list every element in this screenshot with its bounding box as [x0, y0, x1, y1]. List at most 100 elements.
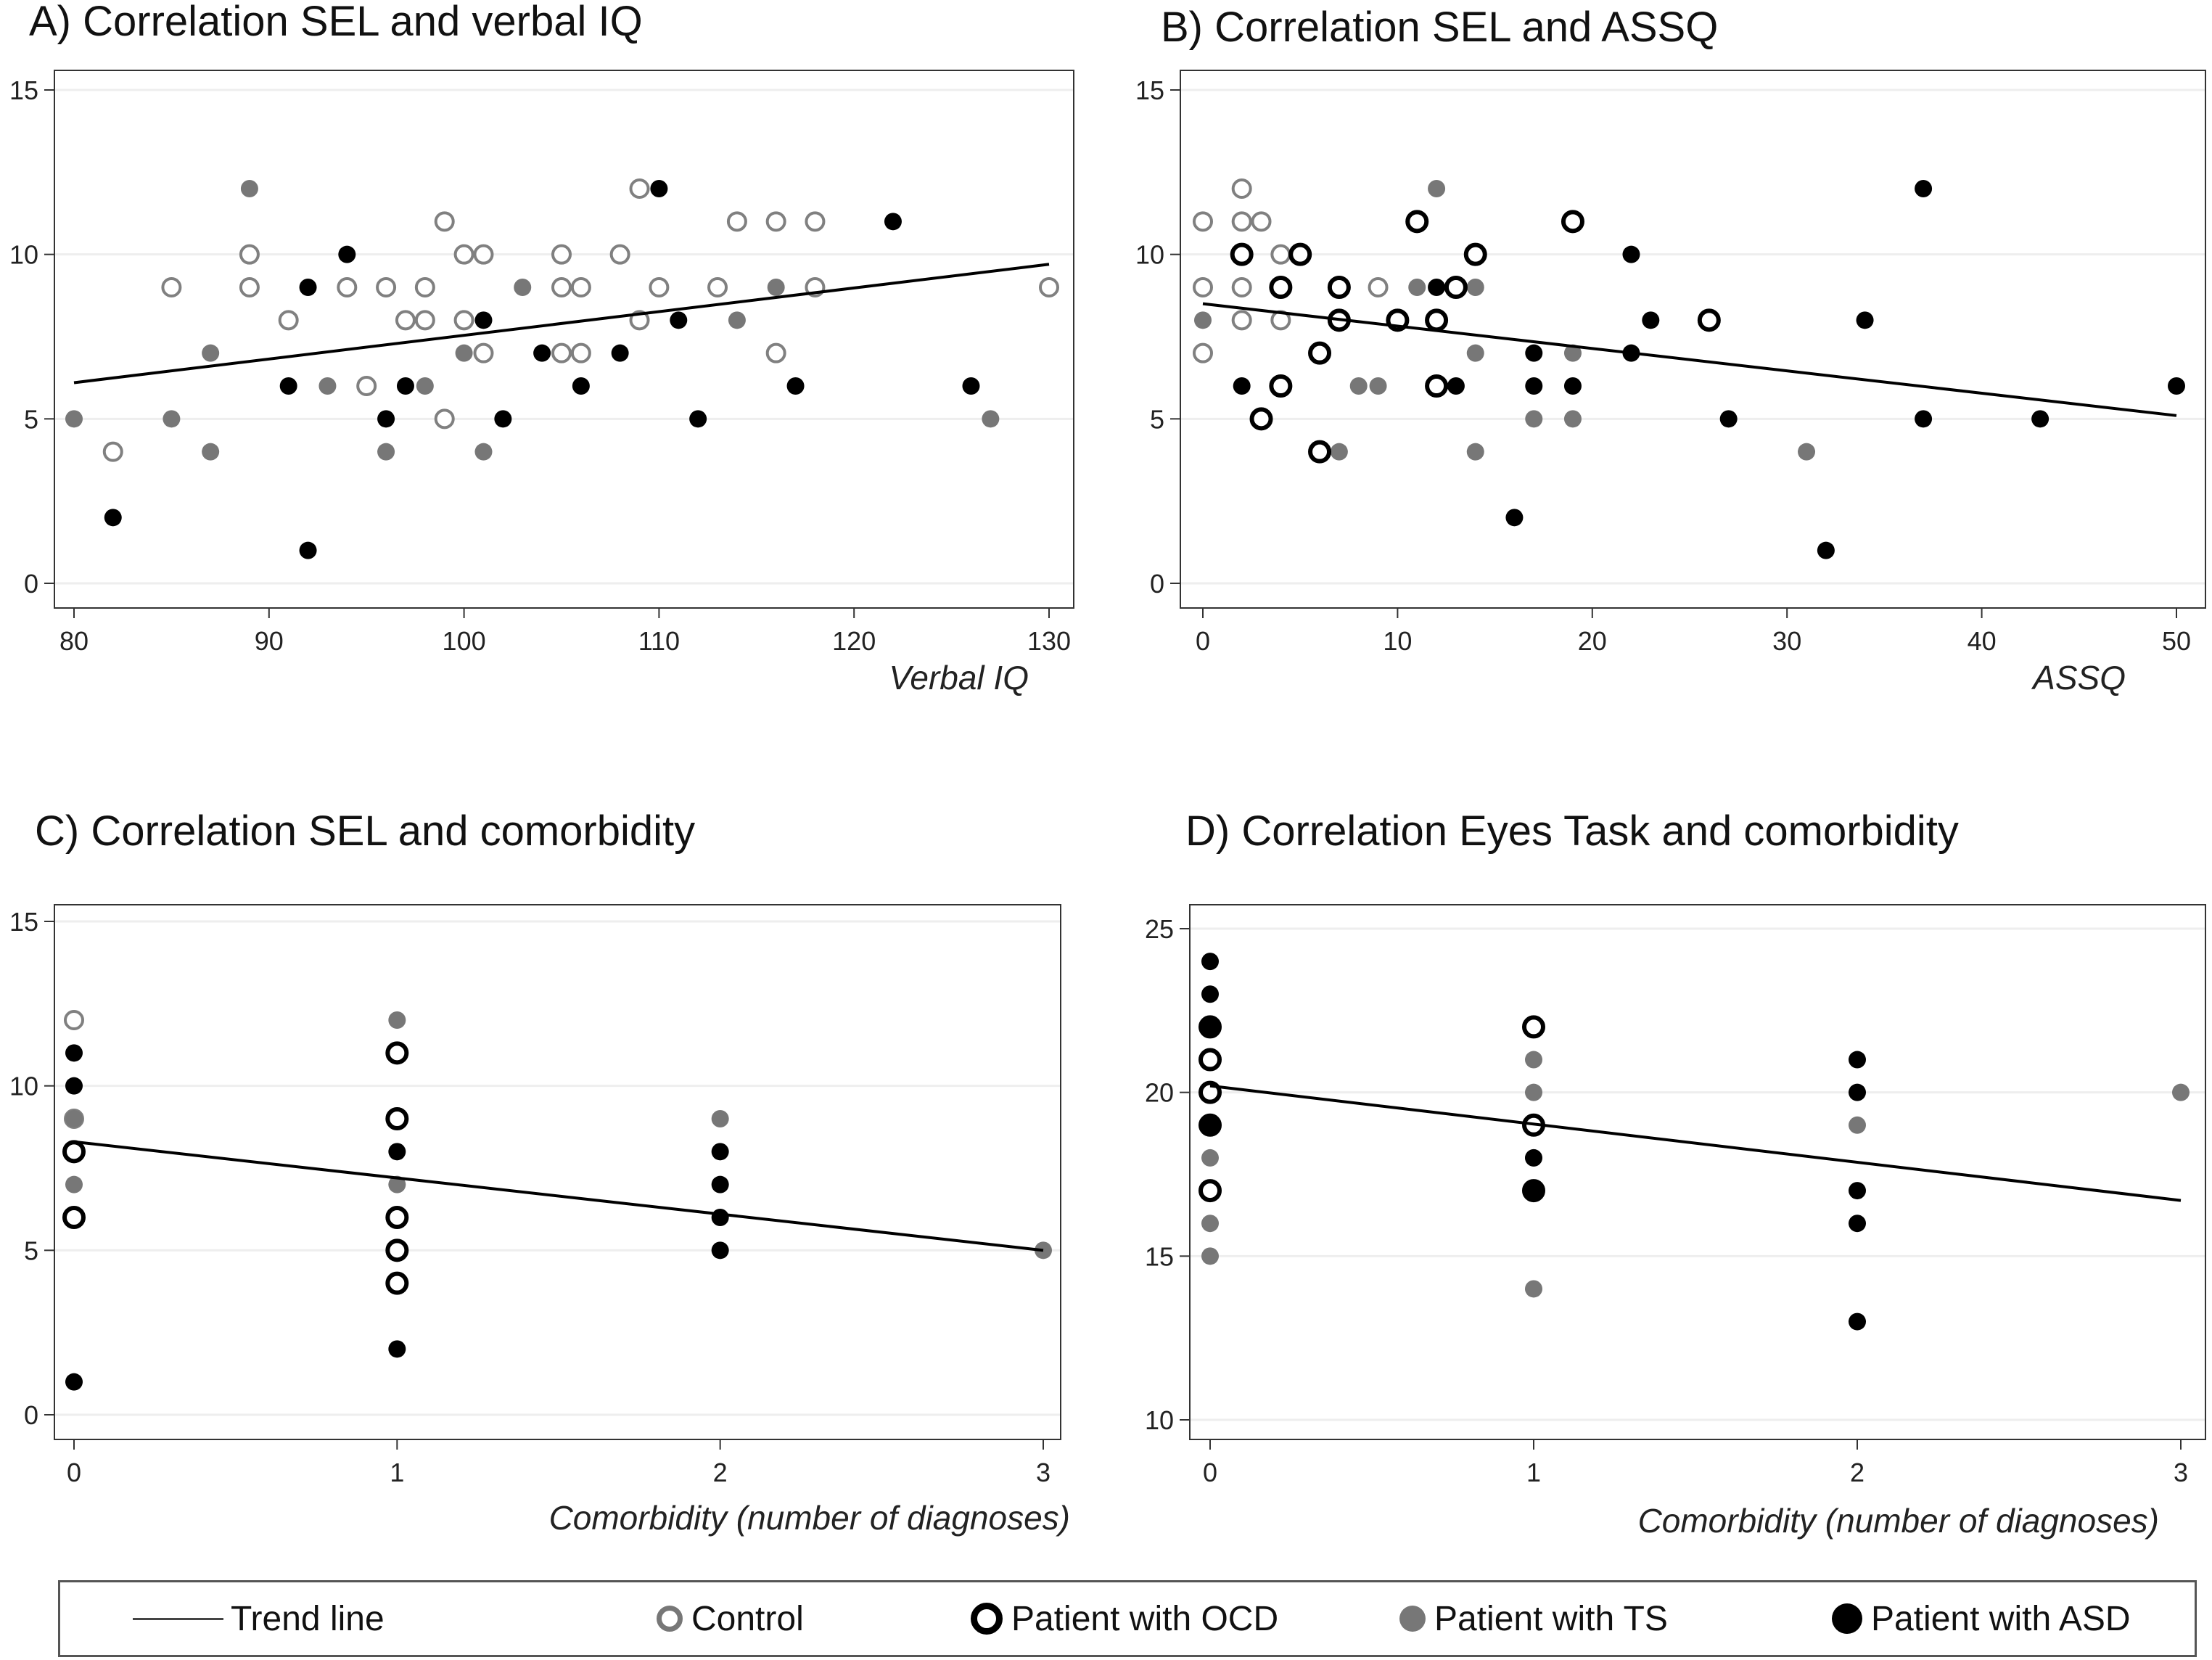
point-ts — [1330, 443, 1348, 461]
trend-line — [1202, 302, 2177, 417]
point-asd — [1642, 311, 1660, 329]
point-ts — [1194, 311, 1212, 329]
point-asd — [572, 377, 590, 395]
legend-ocd: Patient with OCD — [971, 1582, 1278, 1655]
x-axis-label: Comorbidity (number of diagnoses) — [1638, 1502, 2159, 1540]
point-asd — [962, 377, 980, 395]
point-ts — [1466, 443, 1484, 461]
point-control — [805, 211, 826, 232]
trend-line — [1209, 1084, 2182, 1202]
point-asd — [711, 1143, 729, 1161]
point-control — [239, 244, 260, 265]
x-tick-label: 2 — [1850, 1458, 1864, 1487]
point-control — [707, 277, 728, 297]
panel-a-title: A) Correlation SEL and verbal IQ — [29, 0, 643, 45]
x-tick-label: 120 — [832, 626, 876, 656]
plot-frame — [1180, 70, 2206, 609]
point-control — [570, 342, 591, 363]
point-ocd — [1463, 242, 1487, 266]
point-ts — [514, 279, 532, 296]
plot-frame — [54, 70, 1074, 609]
point-control — [337, 277, 358, 297]
point-asd — [1622, 245, 1640, 263]
x-tick-label: 130 — [1027, 626, 1071, 656]
point-asd — [388, 1340, 406, 1358]
point-ocd — [1269, 276, 1293, 299]
point-ts — [474, 443, 493, 461]
point-asd — [711, 1241, 729, 1260]
point-ts — [1201, 1247, 1219, 1265]
point-asd — [1525, 377, 1543, 395]
point-asd — [786, 377, 805, 395]
point-control — [434, 408, 455, 430]
point-ts — [2172, 1083, 2190, 1101]
point-control — [414, 277, 435, 297]
chart-c: 0 5 10 15 0 1 2 3 Comorbidity (number of diagnos… — [9, 904, 1070, 1537]
point-control — [551, 342, 572, 363]
point-ocd — [385, 1271, 409, 1295]
point-asd — [65, 1373, 83, 1391]
point-asd — [1505, 509, 1524, 527]
y-tick-label: 0 — [24, 1400, 38, 1430]
point-control — [649, 277, 670, 297]
point-ts — [163, 410, 181, 428]
point-control — [1368, 277, 1389, 297]
point-ocd — [1522, 1015, 1545, 1039]
x-tick-label: 100 — [443, 626, 486, 656]
point-asd — [670, 311, 688, 329]
point-asd — [1525, 1149, 1542, 1167]
plot-frame — [1189, 904, 2206, 1440]
point-control — [1231, 310, 1252, 331]
point-ts — [202, 443, 220, 461]
point-asd — [1849, 1312, 1866, 1331]
point-ts — [767, 279, 785, 296]
point-asd — [650, 180, 668, 197]
point-asd — [711, 1209, 729, 1226]
point-asd — [474, 311, 493, 329]
y-tick-label: 15 — [1145, 1241, 1174, 1271]
y-tick-label: 25 — [1145, 914, 1174, 944]
chart-d: 10 15 20 25 0 1 2 3 Comorbidity (number of diagn… — [1145, 904, 2206, 1540]
point-asd — [494, 410, 512, 428]
legend-control: Control — [657, 1582, 804, 1655]
panel-b-title: B) Correlation SEL and ASSQ — [1161, 4, 1719, 51]
panel-d-title: D) Correlation Eyes Task and comorbidity — [1185, 808, 1959, 855]
point-asd — [299, 279, 317, 296]
point-asd — [1201, 1116, 1219, 1134]
y-tick-label: 10 — [9, 240, 38, 270]
point-ocd — [385, 1041, 409, 1065]
point-ocd — [1327, 276, 1351, 299]
point-ocd — [1288, 242, 1312, 266]
point-ts — [65, 1110, 83, 1127]
legend-asd: Patient with ASD — [1832, 1582, 2131, 1655]
y-tick-label: 15 — [9, 907, 38, 937]
y-tick-label: 5 — [24, 1236, 38, 1265]
point-control — [473, 244, 494, 265]
legend-trend: Trend line — [133, 1582, 385, 1655]
x-tick-label: 40 — [1968, 626, 1997, 656]
x-tick-label: 3 — [1036, 1458, 1051, 1487]
point-control — [551, 244, 572, 265]
point-ts — [1349, 377, 1368, 395]
point-ocd — [1425, 374, 1449, 398]
point-ts — [1525, 1051, 1542, 1069]
point-asd — [388, 1143, 406, 1161]
x-axis-label: ASSQ — [2031, 659, 2126, 697]
point-asd — [1849, 1182, 1866, 1200]
point-ts — [1525, 1083, 1542, 1101]
x-tick-label: 110 — [638, 626, 680, 656]
point-ocd — [385, 1238, 409, 1262]
point-control — [414, 310, 435, 331]
point-ts — [1563, 410, 1582, 428]
x-axis-label: Comorbidity (number of diagnoses) — [549, 1499, 1070, 1537]
point-asd — [1201, 985, 1219, 1003]
legend: Trend line Control Patient with OCD Pati… — [58, 1580, 2197, 1657]
point-ts — [416, 377, 434, 395]
point-control — [570, 277, 591, 297]
legend-ts-label: Patient with TS — [1434, 1599, 1668, 1638]
point-control — [473, 342, 494, 363]
point-control — [102, 441, 123, 462]
trend-line — [73, 263, 1050, 385]
point-ocd — [1230, 242, 1254, 266]
point-ocd — [1425, 308, 1449, 332]
